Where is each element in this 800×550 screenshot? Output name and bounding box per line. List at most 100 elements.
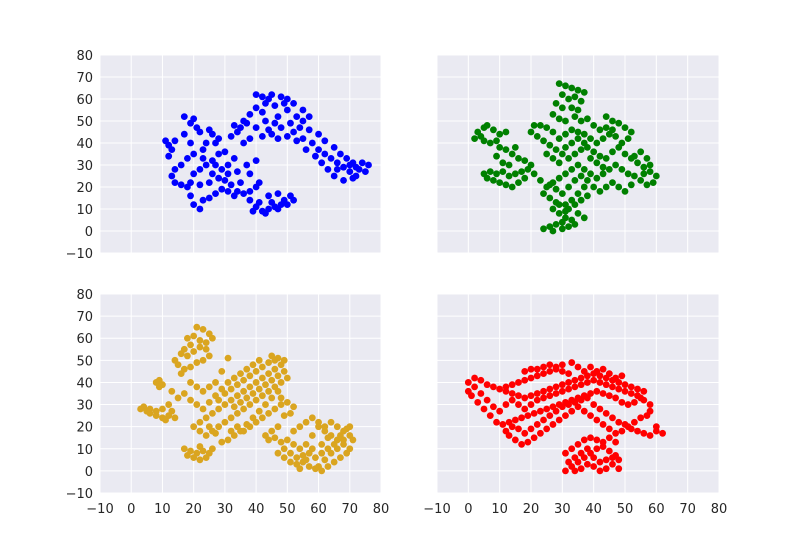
scatter-point — [543, 405, 551, 413]
scatter-point — [299, 117, 307, 125]
scatter-point — [199, 155, 207, 162]
scatter-point — [530, 122, 538, 129]
scatter-point — [227, 414, 235, 422]
scatter-point — [621, 421, 629, 428]
scatter-point — [205, 194, 213, 202]
scatter-point — [490, 403, 497, 411]
scatter-point — [627, 425, 635, 433]
scatter-point — [271, 434, 279, 442]
scatter-point — [483, 396, 491, 404]
x-tick-labels: −10 0 10 20 30 40 50 60 70 80 — [86, 502, 389, 517]
scatter-point — [596, 467, 604, 475]
scatter-point — [255, 179, 263, 187]
scatter-point — [274, 354, 282, 362]
scatter-point — [165, 152, 173, 160]
scatter-point — [555, 80, 563, 87]
scatter-point — [602, 381, 610, 389]
scatter-point — [233, 128, 241, 136]
scatter-point — [493, 152, 500, 160]
scatter-point — [552, 185, 560, 193]
scatter-point — [365, 161, 372, 169]
scatter-point — [533, 365, 541, 373]
scatter-point — [196, 181, 204, 189]
x-tick-label: 80 — [373, 502, 390, 517]
scatter-point — [493, 170, 500, 178]
scatter-point — [609, 454, 616, 462]
scatter-point — [271, 365, 279, 373]
scatter-point — [283, 106, 291, 114]
scatter-point — [584, 394, 591, 402]
scatter-point — [162, 416, 169, 424]
scatter-point — [218, 166, 226, 173]
scatter-point — [543, 150, 551, 158]
scatter-point — [221, 401, 229, 408]
scatter-point — [574, 128, 582, 136]
scatter-point — [596, 152, 604, 160]
scatter-point — [562, 170, 569, 178]
y-tick-labels: −10 0 10 20 30 40 50 60 70 80 — [66, 49, 93, 262]
scatter-point — [593, 416, 601, 424]
y-tick-label: 20 — [76, 421, 93, 436]
scatter-point — [631, 418, 638, 426]
scatter-point — [258, 374, 266, 382]
scatter-point — [152, 412, 160, 420]
scatter-point — [340, 436, 347, 444]
scatter-point — [587, 412, 594, 420]
scatter-point — [180, 445, 188, 453]
plot-area-background — [100, 55, 381, 253]
scatter-point — [171, 414, 179, 422]
scatter-point — [252, 124, 260, 131]
scatter-point — [518, 414, 525, 422]
scatter-point — [571, 454, 579, 462]
scatter-point — [624, 135, 632, 143]
scatter-point — [202, 454, 210, 462]
scatter-point — [246, 135, 254, 143]
scatter-point — [552, 146, 560, 154]
scatter-point — [546, 367, 554, 375]
scatter-point — [546, 361, 554, 369]
scatter-point — [246, 401, 254, 408]
scatter-point — [280, 196, 288, 204]
scatter-point — [515, 425, 522, 433]
scatter-point — [265, 436, 272, 444]
scatter-point — [483, 174, 491, 182]
scatter-point — [605, 166, 613, 173]
x-tick-label: 60 — [310, 502, 327, 517]
scatter-point — [515, 379, 522, 386]
x-tick-label: 50 — [617, 502, 634, 517]
scatter-point — [190, 150, 198, 158]
y-tick-label: 50 — [76, 115, 93, 130]
scatter-point — [527, 374, 535, 382]
scatter-point — [305, 126, 313, 134]
scatter-point — [565, 223, 572, 231]
x-tick-label: 0 — [464, 502, 472, 517]
scatter-point — [258, 363, 266, 371]
scatter-point — [277, 379, 285, 386]
scatter-point — [565, 401, 572, 408]
x-tick-labels: −10 0 10 20 30 40 50 60 70 80 — [423, 502, 727, 517]
scatter-point — [277, 124, 285, 131]
scatter-point — [321, 150, 329, 158]
scatter-point — [558, 190, 566, 198]
scatter-point — [565, 385, 572, 393]
scatter-point — [227, 181, 235, 189]
scatter-point — [574, 161, 582, 169]
scatter-point — [615, 183, 623, 191]
scatter-point — [599, 365, 607, 373]
y-tick-label: −10 — [66, 487, 93, 502]
scatter-point — [243, 394, 251, 402]
scatter-point — [262, 210, 269, 217]
scatter-point — [584, 115, 591, 123]
scatter-point — [230, 192, 238, 200]
scatter-point — [618, 427, 626, 435]
scatter-point — [521, 376, 529, 384]
scatter-point — [596, 405, 604, 413]
scatter-point — [568, 104, 576, 112]
scatter-point — [184, 352, 191, 360]
scatter-point — [168, 146, 176, 154]
plot-area-background — [100, 294, 381, 493]
scatter-point — [590, 376, 598, 384]
scatter-point — [558, 387, 566, 395]
scatter-point — [634, 159, 641, 167]
scatter-point — [609, 126, 616, 134]
